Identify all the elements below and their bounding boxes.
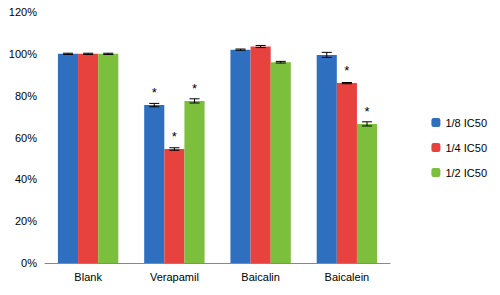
- svg-text:1/2 IC50: 1/2 IC50: [445, 167, 487, 179]
- svg-text:40%: 40%: [15, 173, 37, 185]
- svg-text:*: *: [152, 85, 157, 100]
- svg-text:0%: 0%: [21, 257, 37, 269]
- svg-text:120%: 120%: [9, 6, 37, 18]
- svg-text:1/4 IC50: 1/4 IC50: [445, 142, 487, 154]
- svg-text:*: *: [344, 63, 349, 78]
- svg-text:100%: 100%: [9, 48, 37, 60]
- svg-text:Blank: Blank: [74, 271, 102, 283]
- svg-text:*: *: [172, 129, 177, 144]
- svg-text:*: *: [192, 81, 197, 96]
- svg-text:Baicalin: Baicalin: [241, 271, 280, 283]
- svg-text:1/8 IC50: 1/8 IC50: [445, 117, 487, 129]
- svg-text:Baicalein: Baicalein: [325, 271, 370, 283]
- svg-text:80%: 80%: [15, 90, 37, 102]
- svg-text:60%: 60%: [15, 132, 37, 144]
- svg-text:Verapamil: Verapamil: [150, 271, 199, 283]
- svg-text:20%: 20%: [15, 215, 37, 227]
- svg-text:*: *: [364, 104, 369, 119]
